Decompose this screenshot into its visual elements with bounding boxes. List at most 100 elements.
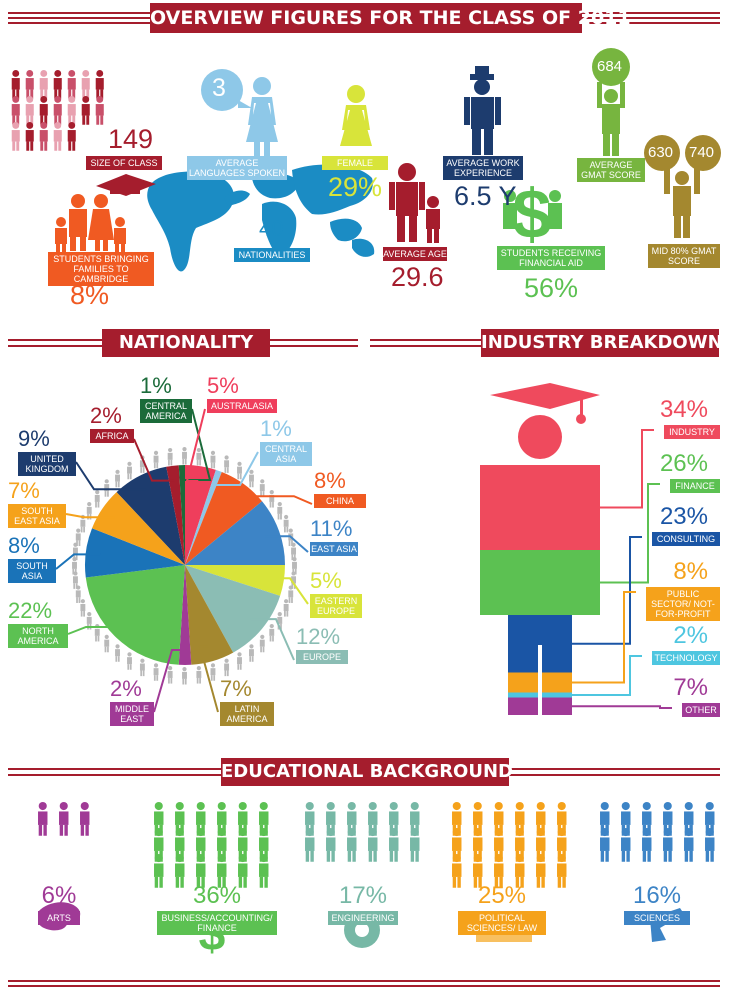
pie-slice-europe xyxy=(185,565,281,653)
female-label: FEMALE xyxy=(322,156,388,170)
nationalities-label: NATIONALITIES xyxy=(234,248,310,262)
ring-person-icon xyxy=(127,461,132,480)
education-person-icon xyxy=(368,828,378,862)
work-experience-value: 6.5 Y xyxy=(454,181,517,211)
industry-leader-line xyxy=(572,655,642,696)
nationality-pct-east-asia: 11% xyxy=(310,516,353,541)
education-person-icon xyxy=(259,854,269,888)
world-map-icon xyxy=(147,164,375,272)
class-member-icon xyxy=(53,70,62,99)
financial-aid-label: STUDENTS RECEIVING FINANCIAL AID xyxy=(497,246,605,270)
ring-person-icon xyxy=(249,469,254,488)
ring-person-icon xyxy=(139,658,145,677)
ring-person-icon xyxy=(94,490,100,508)
family-icon xyxy=(55,194,126,252)
pie-slice-central-america xyxy=(178,465,185,565)
leader-line xyxy=(182,408,212,482)
education-person-icon xyxy=(326,828,336,862)
nationality-label-china: CHINA xyxy=(314,494,366,508)
industry-pct-2: 23% xyxy=(659,503,708,530)
gmat-range-high: 740 xyxy=(689,144,715,161)
class-member-icon xyxy=(53,96,62,125)
education-label-1: BUSINESS/ACCOUNTING/ FINANCE xyxy=(157,911,277,935)
industry-label-4: TECHNOLOGY xyxy=(652,651,720,665)
woman-yellow-icon xyxy=(340,85,372,146)
education-person-icon xyxy=(621,828,631,862)
nationality-label-europe: EUROPE xyxy=(296,650,348,664)
work-experience-man-icon xyxy=(464,66,501,155)
class-member-icon xyxy=(39,122,48,151)
nationality-pct-south-asia: 8% xyxy=(8,533,40,558)
class-member-icon xyxy=(95,70,104,99)
education-person-icon xyxy=(80,802,90,836)
ring-person-icon xyxy=(210,663,216,681)
class-member-icon xyxy=(67,96,76,125)
class-member-icon xyxy=(25,122,34,151)
industry-segment-0 xyxy=(480,465,600,550)
education-person-icon xyxy=(600,828,610,862)
ring-person-icon xyxy=(224,658,230,677)
industry-label-1: FINANCE xyxy=(670,479,720,493)
ring-person-icon xyxy=(259,479,265,497)
age-value: 29.6 xyxy=(391,262,444,292)
ring-person-icon xyxy=(224,455,230,473)
nationality-label-central-asia: CENTRAL ASIA xyxy=(260,442,312,466)
education-pct-0: 6% xyxy=(41,882,77,909)
class-member-icon xyxy=(67,122,76,151)
nationalities-value: 40 xyxy=(259,216,284,241)
education-label-3: POLITICAL SCIENCES/ LAW xyxy=(458,911,546,935)
nationality-pct-australasia: 5% xyxy=(207,373,239,398)
class-member-icon xyxy=(11,96,20,125)
ring-person-icon xyxy=(237,461,242,480)
nationality-pct-middle-east: 2% xyxy=(110,676,142,701)
ring-person-icon xyxy=(153,450,159,469)
leader-line xyxy=(65,513,115,519)
education-person-icon xyxy=(663,828,673,862)
industry-label-5: OTHER xyxy=(682,703,720,717)
gmat-range-icon xyxy=(644,135,721,238)
class-member-icon xyxy=(25,70,34,99)
nationality-pie-chart xyxy=(55,408,313,713)
education-graphics: $ xyxy=(38,802,715,961)
industry-label-0: INDUSTRY xyxy=(664,425,720,439)
ring-person-icon xyxy=(283,599,289,617)
education-person-icon xyxy=(684,828,694,862)
age-label: AVERAGE AGE xyxy=(383,247,447,261)
education-person-icon xyxy=(515,854,525,888)
education-person-icon xyxy=(347,828,357,862)
financial-aid-icon: $ xyxy=(503,175,562,253)
ring-person-icon xyxy=(167,447,173,466)
industry-person-figure xyxy=(480,383,672,715)
pie-slice-central-asia xyxy=(185,469,222,565)
nationality-label-africa: AFRICA xyxy=(90,429,134,443)
ring-person-icon xyxy=(80,599,86,617)
nationality-label-central-america: CENTRAL AMERICA xyxy=(140,399,192,423)
education-label-4: SCIENCES xyxy=(624,911,690,925)
education-person-icon xyxy=(473,854,483,888)
education-pct-2: 17% xyxy=(338,882,388,909)
ring-person-icon xyxy=(277,502,283,520)
class-member-icon xyxy=(11,122,20,151)
grad-cap-icon xyxy=(490,383,600,424)
ring-person-icon xyxy=(283,514,289,533)
nationality-pct-latin-america: 7% xyxy=(220,676,252,701)
families-label: STUDENTS BRINGING FAMILIES TO CAMBRIDGE xyxy=(48,252,154,286)
ring-person-icon xyxy=(153,663,159,681)
industry-leader-line xyxy=(572,591,636,684)
education-person-icon xyxy=(238,854,248,888)
nationality-label-east-asia: EAST ASIA xyxy=(310,542,358,556)
person-head xyxy=(518,415,562,459)
ring-person-icon xyxy=(104,479,110,497)
ring-person-icon xyxy=(75,528,81,547)
gmat-person-icon xyxy=(592,48,630,156)
ring-person-icon xyxy=(210,450,216,469)
ring-person-icon xyxy=(115,469,120,488)
age-people-icon xyxy=(389,163,440,243)
industry-pct-1: 26% xyxy=(659,450,708,477)
industry-pct-3: 8% xyxy=(673,558,708,585)
gmat-label: AVERAGE GMAT SCORE xyxy=(577,158,645,182)
pie-slice-africa xyxy=(166,465,185,565)
ring-person-icon xyxy=(182,447,187,465)
families-value: 8% xyxy=(70,280,110,310)
industry-leader-line xyxy=(572,705,672,709)
